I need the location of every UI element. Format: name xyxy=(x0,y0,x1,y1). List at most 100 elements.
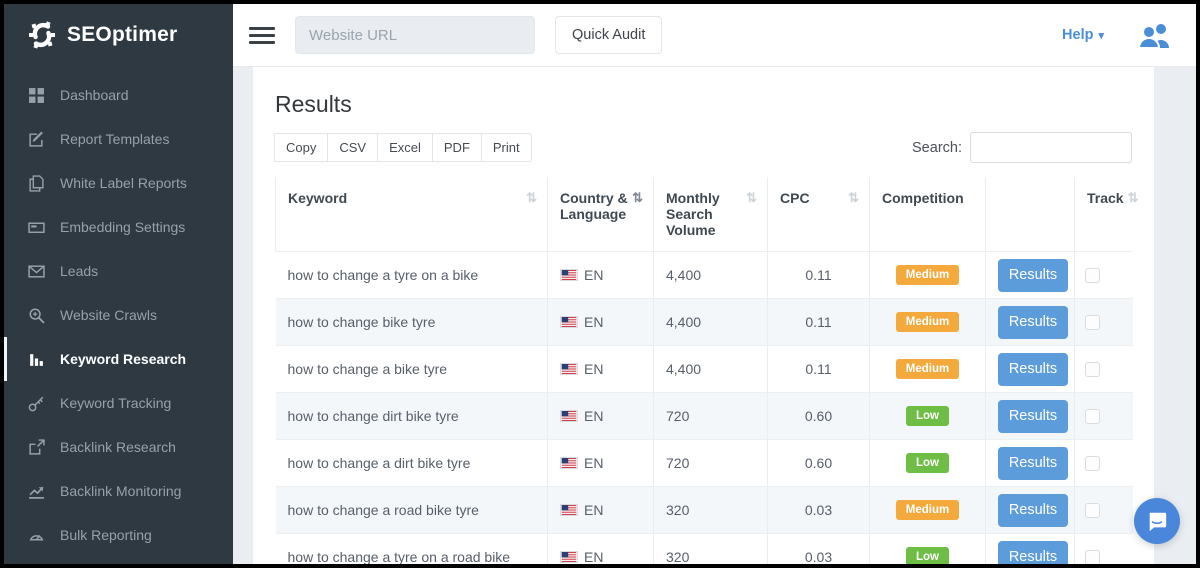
language-code: EN xyxy=(584,408,604,424)
volume-cell: 320 xyxy=(653,533,768,564)
keywords-table: Keyword ⇅ Country & Language ⇅ xyxy=(275,177,1139,564)
us-flag-icon xyxy=(560,457,578,469)
competition-cell: Low xyxy=(869,533,986,564)
table-row: how to change dirt bike tyre EN 720 0.60 xyxy=(275,392,1133,440)
us-flag-icon xyxy=(560,504,578,516)
language-code: EN xyxy=(584,267,604,283)
sidebar-item-icon xyxy=(28,219,45,236)
results-button[interactable]: Results xyxy=(998,493,1068,527)
sidebar-item[interactable]: Embedding Settings xyxy=(4,205,233,249)
column-header[interactable] xyxy=(985,177,1075,252)
page-title: Results xyxy=(275,91,352,117)
track-checkbox[interactable] xyxy=(1085,314,1100,330)
results-button[interactable]: Results xyxy=(998,305,1068,339)
track-checkbox[interactable] xyxy=(1085,455,1100,471)
column-header-label: Keyword xyxy=(288,190,348,206)
competition-cell: Medium xyxy=(869,298,986,346)
table-row: how to change a tyre on a road bike EN 3… xyxy=(275,533,1133,564)
results-button[interactable]: Results xyxy=(998,352,1068,386)
chat-bubble-icon xyxy=(1146,510,1168,532)
cpc-cell: 0.11 xyxy=(767,251,870,299)
cpc-cell: 0.60 xyxy=(767,392,870,440)
logo-text: SEOptimer xyxy=(67,23,178,46)
sidebar-item[interactable]: Website Crawls xyxy=(4,293,233,337)
track-checkbox[interactable] xyxy=(1085,267,1100,283)
column-header[interactable]: Keyword ⇅ xyxy=(275,177,548,252)
website-url-input[interactable] xyxy=(295,16,535,54)
sidebar-item[interactable]: White Label Reports xyxy=(4,161,233,205)
sidebar-item[interactable]: Keyword Research xyxy=(4,337,233,381)
competition-badge: Low xyxy=(906,453,949,473)
track-checkbox[interactable] xyxy=(1085,502,1100,518)
competition-cell: Low xyxy=(869,392,986,440)
quick-audit-button[interactable]: Quick Audit xyxy=(555,16,663,54)
sort-icon: ⇅ xyxy=(746,190,757,205)
track-checkbox[interactable] xyxy=(1085,361,1100,377)
results-button[interactable]: Results xyxy=(998,540,1068,564)
export-button[interactable]: Print xyxy=(480,133,532,162)
language-code: EN xyxy=(584,549,604,564)
cpc-cell: 0.11 xyxy=(767,345,870,393)
volume-cell: 4,400 xyxy=(653,345,768,393)
competition-badge: Medium xyxy=(895,359,960,379)
sidebar-item-label: Keyword Research xyxy=(60,351,187,367)
action-cell: Results xyxy=(985,439,1075,487)
us-flag-icon xyxy=(560,269,578,281)
competition-cell: Medium xyxy=(869,486,986,534)
column-header[interactable]: Country & Language ⇅ xyxy=(547,177,654,252)
seoptimer-logo[interactable]: SEOptimer xyxy=(4,4,233,65)
volume-cell: 4,400 xyxy=(653,298,768,346)
volume-cell: 320 xyxy=(653,486,768,534)
results-button[interactable]: Results xyxy=(998,399,1068,433)
sidebar-item[interactable]: Leads xyxy=(4,249,233,293)
column-header[interactable]: Competition xyxy=(869,177,986,252)
main-area: Quick Audit Help ▾ Results Copy CSV xyxy=(233,4,1196,564)
search-input[interactable] xyxy=(970,132,1132,163)
sidebar-item[interactable]: Backlink Monitoring xyxy=(4,469,233,513)
language-code: EN xyxy=(584,314,604,330)
sidebar-item[interactable]: Dashboard xyxy=(4,73,233,117)
cpc-cell: 0.60 xyxy=(767,439,870,487)
help-dropdown[interactable]: Help ▾ xyxy=(1062,27,1104,43)
export-button[interactable]: PDF xyxy=(431,133,482,162)
track-checkbox[interactable] xyxy=(1085,408,1100,424)
sidebar-item-label: Website Crawls xyxy=(60,307,157,323)
us-flag-icon xyxy=(560,363,578,375)
sidebar-item[interactable]: Keyword Tracking xyxy=(4,381,233,425)
us-flag-icon xyxy=(560,316,578,328)
competition-cell: Medium xyxy=(869,345,986,393)
cpc-cell: 0.03 xyxy=(767,533,870,564)
sidebar-item[interactable]: Backlink Research xyxy=(4,425,233,469)
column-header[interactable]: Monthly Search Volume ⇅ xyxy=(653,177,768,252)
sidebar-item-icon xyxy=(28,439,45,456)
table-body: how to change a tyre on a bike EN 4,400 … xyxy=(275,251,1133,564)
column-header[interactable]: Track ⇅ xyxy=(1074,177,1139,252)
sidebar-item-icon xyxy=(28,483,45,500)
sidebar-item-icon xyxy=(28,131,45,148)
export-button[interactable]: CSV xyxy=(327,133,379,162)
users-icon[interactable] xyxy=(1138,22,1172,48)
sidebar-item[interactable]: Bulk Reporting xyxy=(4,513,233,557)
table-row: how to change a tyre on a bike EN 4,400 … xyxy=(275,251,1133,299)
hamburger-menu-icon[interactable] xyxy=(249,26,275,44)
topbar: Quick Audit Help ▾ xyxy=(233,4,1196,67)
action-cell: Results xyxy=(985,533,1075,564)
country-cell: EN xyxy=(547,439,654,487)
competition-cell: Low xyxy=(869,439,986,487)
search-label: Search: xyxy=(912,139,962,156)
volume-cell: 720 xyxy=(653,439,768,487)
chat-widget-button[interactable] xyxy=(1134,498,1180,544)
column-header-label: Monthly Search Volume xyxy=(666,190,720,238)
seoptimer-logo-icon xyxy=(26,19,58,51)
results-button[interactable]: Results xyxy=(998,258,1068,292)
export-button[interactable]: Copy xyxy=(274,133,329,162)
sidebar-item-icon xyxy=(28,307,45,324)
country-cell: EN xyxy=(547,533,654,564)
track-checkbox[interactable] xyxy=(1085,549,1100,564)
column-header[interactable]: CPC ⇅ xyxy=(767,177,870,252)
action-cell: Results xyxy=(985,298,1075,346)
column-header-label: Competition xyxy=(882,190,964,206)
sidebar-item[interactable]: Report Templates xyxy=(4,117,233,161)
export-button[interactable]: Excel xyxy=(377,133,433,162)
results-button[interactable]: Results xyxy=(998,446,1068,480)
